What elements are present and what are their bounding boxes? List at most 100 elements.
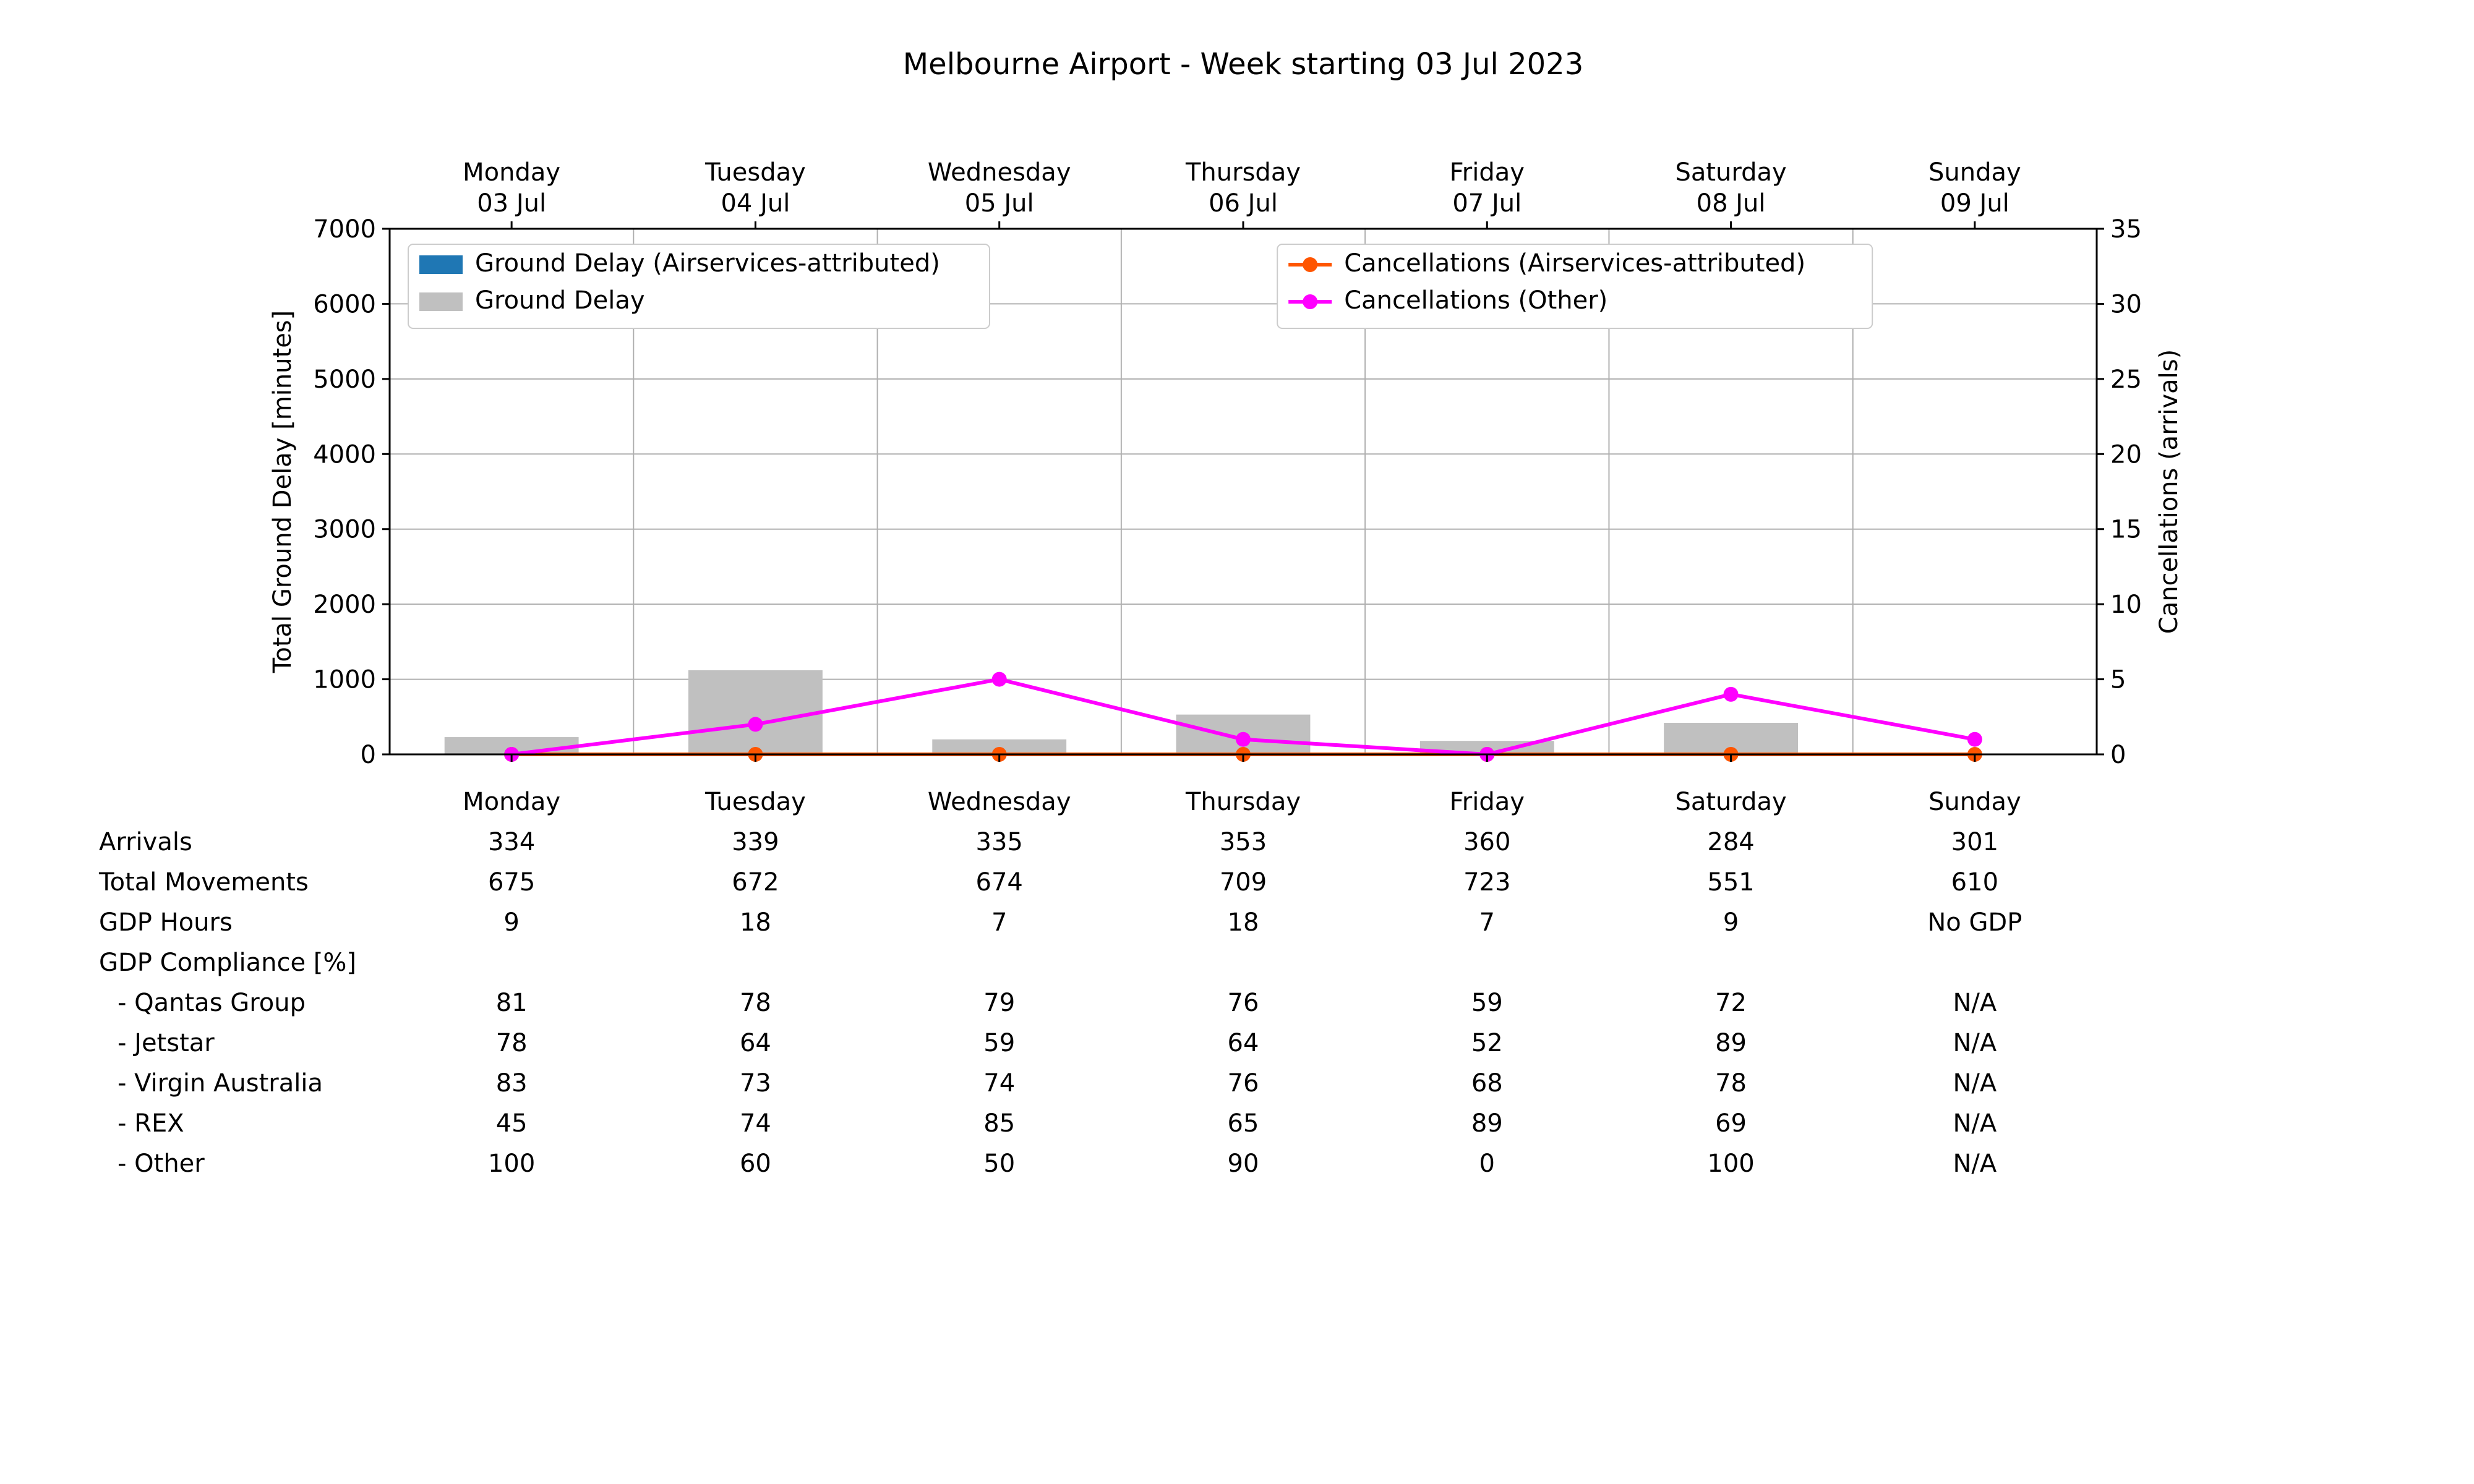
table-cell: 100: [1707, 1149, 1754, 1178]
table-cell: 73: [740, 1069, 771, 1098]
yticklabel-left: 4000: [313, 440, 376, 469]
table-cell: 65: [1228, 1109, 1259, 1138]
table-cell: 74: [983, 1069, 1015, 1098]
table-cell: No GDP: [1927, 908, 2022, 937]
table-column-header: Thursday: [1185, 788, 1301, 816]
yticklabel-right: 10: [2110, 591, 2142, 619]
table-column-header: Wednesday: [928, 788, 1071, 816]
table-column-header: Monday: [463, 788, 560, 816]
table-column-header: Sunday: [1928, 788, 2021, 816]
table-cell: 79: [983, 989, 1015, 1017]
legend-right-swatch-marker: [1303, 257, 1317, 272]
table-cell: 709: [1220, 868, 1267, 897]
table-cell: 0: [1479, 1149, 1495, 1178]
table-cell: 7: [991, 908, 1007, 937]
table-cell: 334: [488, 828, 535, 856]
table-row-label: GDP Hours: [99, 908, 233, 937]
legend-right-label: Cancellations (Other): [1344, 286, 1607, 315]
xticklabel-top-date: 03 Jul: [477, 189, 546, 218]
xticklabel-top-day: Wednesday: [928, 158, 1071, 187]
table-cell: 45: [496, 1109, 528, 1138]
table-row-label: - Jetstar: [118, 1029, 215, 1057]
table-cell: 674: [976, 868, 1023, 897]
table-cell: 100: [488, 1149, 535, 1178]
table-cell: 52: [1471, 1029, 1503, 1057]
xticklabel-top-date: 05 Jul: [965, 189, 1034, 218]
table-cell: 339: [732, 828, 779, 856]
legend-left-label: Ground Delay (Airservices-attributed): [475, 249, 940, 278]
xticklabel-top-date: 04 Jul: [721, 189, 790, 218]
chart-svg: Melbourne Airport - Week starting 03 Jul…: [0, 0, 2474, 1484]
table-cell: 335: [976, 828, 1023, 856]
table-cell: 723: [1463, 868, 1510, 897]
table-cell: 78: [1715, 1069, 1747, 1098]
table-row-label: Arrivals: [99, 828, 192, 856]
table-row-label: - Qantas Group: [118, 989, 306, 1017]
table-cell: 18: [740, 908, 771, 937]
table-cell: 675: [488, 868, 535, 897]
table-cell: 78: [740, 989, 771, 1017]
yticklabel-right: 0: [2110, 741, 2126, 769]
table-cell: 59: [983, 1029, 1015, 1057]
chart-title: Melbourne Airport - Week starting 03 Jul…: [903, 47, 1583, 82]
legend-right-swatch-marker: [1303, 294, 1317, 309]
table-cell: 83: [496, 1069, 528, 1098]
xticklabel-top-date: 08 Jul: [1697, 189, 1766, 218]
table-cell: 64: [1228, 1029, 1259, 1057]
cancellations-other-marker: [1236, 732, 1251, 747]
table-cell: 72: [1715, 989, 1747, 1017]
y-axis-label-right: Cancellations (arrivals): [2155, 349, 2183, 634]
chart-container: Melbourne Airport - Week starting 03 Jul…: [0, 0, 2474, 1484]
legend-right-label: Cancellations (Airservices-attributed): [1344, 249, 1805, 278]
cancellations-other-marker: [1967, 732, 1982, 747]
xticklabel-top-date: 07 Jul: [1452, 189, 1522, 218]
yticklabel-right: 20: [2110, 440, 2142, 469]
xticklabel-top-date: 09 Jul: [1940, 189, 2010, 218]
yticklabel-left: 3000: [313, 516, 376, 544]
bar-ground-delay: [688, 670, 823, 754]
cancellations-other-marker: [1724, 687, 1739, 702]
yticklabel-right: 25: [2110, 365, 2142, 394]
xticklabel-top-day: Thursday: [1185, 158, 1301, 187]
table-cell: 69: [1715, 1109, 1747, 1138]
table-cell: 18: [1228, 908, 1259, 937]
table-column-header: Friday: [1450, 788, 1525, 816]
table-cell: 284: [1707, 828, 1754, 856]
table-cell: 353: [1220, 828, 1267, 856]
table-cell: 85: [983, 1109, 1015, 1138]
table-row-label: - Other: [118, 1149, 205, 1178]
table-row-label: Total Movements: [98, 868, 309, 897]
table-cell: 9: [1723, 908, 1739, 937]
xticklabel-top-day: Monday: [463, 158, 560, 187]
table-cell: 74: [740, 1109, 771, 1138]
yticklabel-right: 15: [2110, 516, 2142, 544]
table-cell: 89: [1471, 1109, 1503, 1138]
yticklabel-right: 5: [2110, 666, 2126, 694]
table-cell: 672: [732, 868, 779, 897]
table-cell: 81: [496, 989, 528, 1017]
table-cell: 7: [1479, 908, 1495, 937]
table-cell: 76: [1228, 989, 1259, 1017]
table-cell: N/A: [1953, 989, 1997, 1017]
cancellations-other-marker: [748, 717, 763, 731]
table-cell: 360: [1463, 828, 1510, 856]
yticklabel-left: 2000: [313, 591, 376, 619]
yticklabel-right: 35: [2110, 215, 2142, 244]
legend-left-label: Ground Delay: [475, 286, 645, 315]
xticklabel-top-day: Tuesday: [704, 158, 806, 187]
table-cell: 76: [1228, 1069, 1259, 1098]
table-row-label: - REX: [118, 1109, 184, 1138]
table-cell: 89: [1715, 1029, 1747, 1057]
table-cell: N/A: [1953, 1069, 1997, 1098]
table-column-header: Tuesday: [704, 788, 806, 816]
xticklabel-top-day: Friday: [1450, 158, 1525, 187]
table-cell: 610: [1951, 868, 1998, 897]
xticklabel-top-day: Saturday: [1675, 158, 1786, 187]
table-cell: 64: [740, 1029, 771, 1057]
table-cell: 68: [1471, 1069, 1503, 1098]
table-cell: N/A: [1953, 1109, 1997, 1138]
xticklabel-top-date: 06 Jul: [1209, 189, 1278, 218]
table-cell: 9: [503, 908, 519, 937]
table-cell: 50: [983, 1149, 1015, 1178]
table-cell: 60: [740, 1149, 771, 1178]
